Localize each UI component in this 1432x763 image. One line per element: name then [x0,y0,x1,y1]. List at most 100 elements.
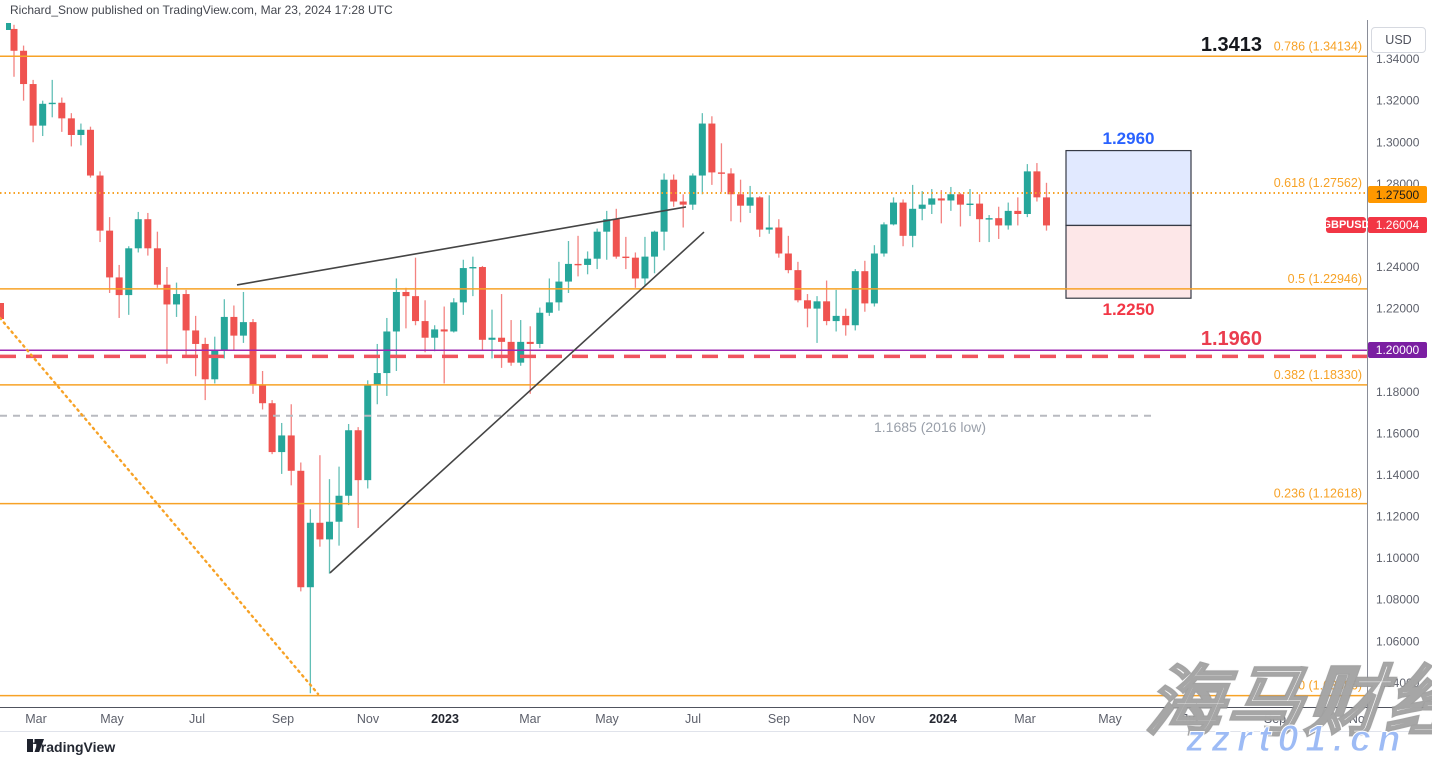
candle-down [631,257,639,279]
candle-down [478,267,486,340]
candle-down [230,316,238,336]
candle-down [784,253,792,271]
price-tick-label: 1.08000 [1376,593,1420,607]
tradingview-logo-text: TradingView [33,739,116,755]
candle-down [574,263,582,266]
date-tick-label[interactable]: Nov [853,712,876,726]
candle-down [153,248,161,285]
candle-down [823,301,831,322]
candle-down [717,172,725,174]
candle-up [173,294,181,305]
candle-down [192,330,200,344]
candle-down [20,50,28,85]
date-tick-label[interactable]: Sep [1264,712,1286,726]
price-tick-label: 1.22000 [1376,302,1420,316]
candle-down [995,218,1003,226]
risk-reward-box[interactable] [1065,149,1192,227]
date-tick-label[interactable]: Sep [272,712,294,726]
candle-down [163,284,171,305]
date-tick-label[interactable]: Nov [357,712,380,726]
last-price-tag: 1.26004 [1368,217,1427,233]
target-high-label: 1.3413 [1200,34,1262,56]
candle-up [383,331,391,374]
price-tick-label: 1.12000 [1376,510,1420,524]
date-tick-label[interactable]: Mar [1014,712,1036,726]
date-tick-label[interactable]: Jul [685,712,701,726]
candle-up [564,263,572,282]
candle-up [77,129,85,135]
candle-down [526,341,534,344]
date-tick-label[interactable]: Mar [25,712,47,726]
candle-down [106,230,114,278]
date-tick-label[interactable]: May [595,712,619,726]
date-tick-label[interactable]: 2023 [431,712,459,726]
dotted-downtrend-line[interactable] [0,316,320,696]
candle-up [870,253,878,304]
candle-down [670,179,678,202]
candle-down [842,315,850,326]
date-tick-label[interactable]: Nov [1349,712,1372,726]
date-tick-label[interactable]: Jul [1182,712,1198,726]
candle-down [115,277,123,296]
candle-up [39,103,47,126]
candle-down [96,175,104,231]
candle-up [909,208,917,236]
candle-down [67,118,75,135]
candle-down [144,219,152,249]
candle-down [794,270,802,301]
candle-up [880,224,888,254]
price-tick-label: 1.06000 [1376,634,1420,648]
edge-candle-fragment [0,303,4,319]
candle-down [679,201,687,205]
date-tick-label[interactable]: Mar [519,712,541,726]
candle-down [354,430,362,481]
candle-down [498,337,506,342]
candle-up [593,231,601,259]
fib-level-label: 0.382 (1.18330) [1274,368,1362,382]
trendline[interactable] [236,206,687,286]
date-tick-label[interactable]: Jul [189,712,205,726]
price-tick-label: 1.18000 [1376,385,1420,399]
edge-candle-fragment [6,23,11,30]
candle-up [373,373,381,385]
currency-toggle-button[interactable]: USD [1371,27,1426,53]
symbol-tag: GBPUSD [1322,217,1370,233]
date-tick-label[interactable]: 2024 [929,712,957,726]
candle-up [431,329,439,338]
candle-down [756,197,764,230]
price-tick-label: 1.24000 [1376,260,1420,274]
candle-up [364,384,372,481]
risk-reward-box[interactable] [1065,224,1192,299]
date-tick-label[interactable]: May [100,712,124,726]
candle-down [622,256,630,259]
candle-up [918,204,926,209]
candle-up [985,218,993,220]
candle-down [612,219,620,257]
candle-up [325,521,333,540]
candle-up [545,302,553,313]
candle-down [976,203,984,220]
candle-down [440,329,448,332]
tradingview-logo[interactable]: TradingView [27,739,115,755]
trendline[interactable] [329,231,705,574]
candle-down [86,129,94,176]
date-tick-label[interactable]: Sep [768,712,790,726]
candle-up [813,301,821,309]
candle-up [765,227,773,230]
candle-down [182,294,190,331]
candle-down [803,300,811,309]
fib-level-label: 0.236 (1.12618) [1274,487,1362,501]
candle-up [536,312,544,344]
box-bottom-label: 1.2250 [1102,300,1155,319]
candle-down [412,296,420,322]
candle-up [966,203,974,206]
candle-up [947,194,955,201]
date-tick-label[interactable]: May [1098,712,1122,726]
candle-up [1004,210,1012,226]
candle-down [1042,197,1050,226]
publish-byline: Richard_Snow published on TradingView.co… [10,3,393,17]
candle-down [201,343,209,380]
watermark-site-url: zzrt01.cn [1185,718,1408,760]
